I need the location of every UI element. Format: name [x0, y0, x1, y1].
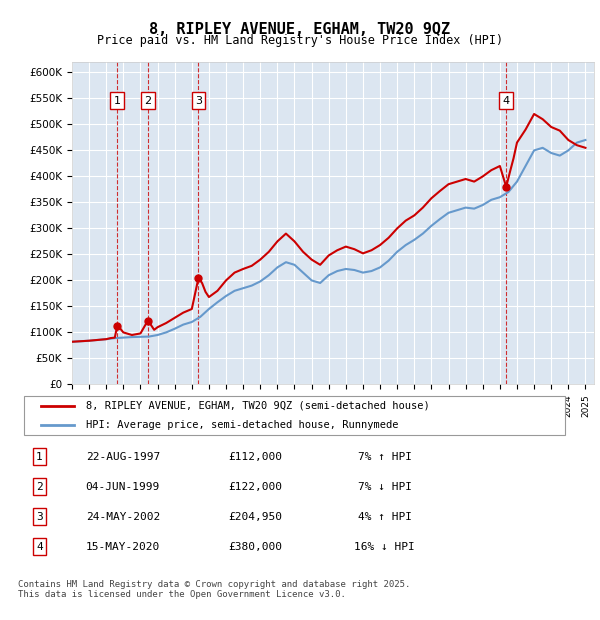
Text: 7% ↓ HPI: 7% ↓ HPI [358, 482, 412, 492]
Text: 7% ↑ HPI: 7% ↑ HPI [358, 451, 412, 461]
FancyBboxPatch shape [23, 396, 565, 435]
Text: HPI: Average price, semi-detached house, Runnymede: HPI: Average price, semi-detached house,… [86, 420, 398, 430]
Text: 3: 3 [195, 95, 202, 105]
Text: 1: 1 [36, 451, 43, 461]
Text: Price paid vs. HM Land Registry's House Price Index (HPI): Price paid vs. HM Land Registry's House … [97, 34, 503, 47]
Text: £122,000: £122,000 [228, 482, 282, 492]
Text: 15-MAY-2020: 15-MAY-2020 [86, 542, 160, 552]
Text: £204,950: £204,950 [228, 512, 282, 521]
Text: 2: 2 [144, 95, 151, 105]
Text: 8, RIPLEY AVENUE, EGHAM, TW20 9QZ: 8, RIPLEY AVENUE, EGHAM, TW20 9QZ [149, 22, 451, 37]
Text: 4% ↑ HPI: 4% ↑ HPI [358, 512, 412, 521]
Text: £112,000: £112,000 [228, 451, 282, 461]
Text: 04-JUN-1999: 04-JUN-1999 [86, 482, 160, 492]
Text: Contains HM Land Registry data © Crown copyright and database right 2025.
This d: Contains HM Land Registry data © Crown c… [18, 580, 410, 599]
Text: 16% ↓ HPI: 16% ↓ HPI [354, 542, 415, 552]
Text: £380,000: £380,000 [228, 542, 282, 552]
Text: 2: 2 [36, 482, 43, 492]
Text: 3: 3 [36, 512, 43, 521]
Text: 4: 4 [503, 95, 510, 105]
Text: 1: 1 [113, 95, 121, 105]
Text: 8, RIPLEY AVENUE, EGHAM, TW20 9QZ (semi-detached house): 8, RIPLEY AVENUE, EGHAM, TW20 9QZ (semi-… [86, 401, 430, 411]
Text: 24-MAY-2002: 24-MAY-2002 [86, 512, 160, 521]
Text: 22-AUG-1997: 22-AUG-1997 [86, 451, 160, 461]
Text: 4: 4 [36, 542, 43, 552]
